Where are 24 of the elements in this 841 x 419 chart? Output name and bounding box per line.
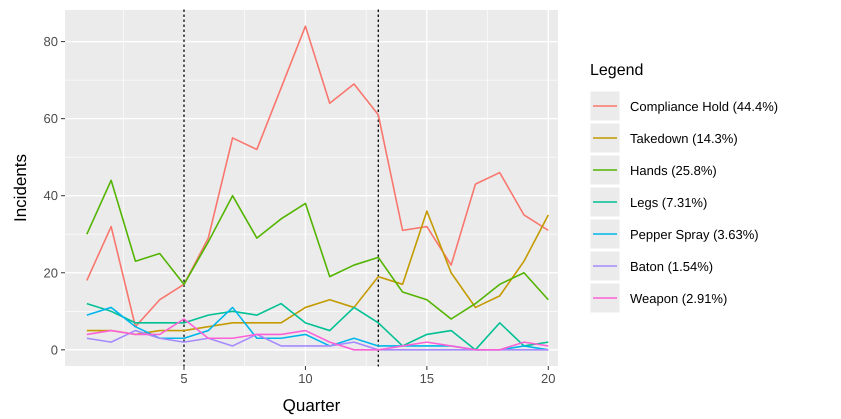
line-series [86, 318, 550, 351]
y-tick-label: 0 [50, 342, 58, 358]
x-tick-label: 10 [298, 371, 313, 386]
line-series [86, 179, 550, 320]
x-tick-label: 5 [180, 371, 188, 386]
legend-title: Legend [590, 62, 644, 79]
line-series [86, 330, 550, 351]
line-series [86, 25, 550, 328]
legend-label: Hands (25.8%) [630, 163, 717, 178]
legend-label: Pepper Spray (3.63%) [630, 227, 759, 242]
y-tick-label: 40 [44, 188, 58, 204]
line-series [86, 210, 550, 336]
y-tick-label: 60 [44, 111, 58, 126]
x-axis-title: Quarter [282, 396, 341, 415]
x-tick-label: 20 [541, 371, 556, 386]
legend-label: Legs (7.31%) [630, 195, 708, 210]
x-tick-label: 15 [420, 371, 434, 386]
legend-label: Weapon (2.91%) [630, 291, 728, 306]
y-tick-label: 80 [44, 34, 58, 50]
legend-label: Compliance Hold (44.4%) [630, 99, 778, 114]
legend-label: Takedown (14.3%) [630, 131, 738, 146]
y-tick-label: 20 [44, 265, 58, 280]
y-axis-title: Incidents [11, 154, 30, 222]
legend-label: Baton (1.54%) [630, 259, 714, 274]
